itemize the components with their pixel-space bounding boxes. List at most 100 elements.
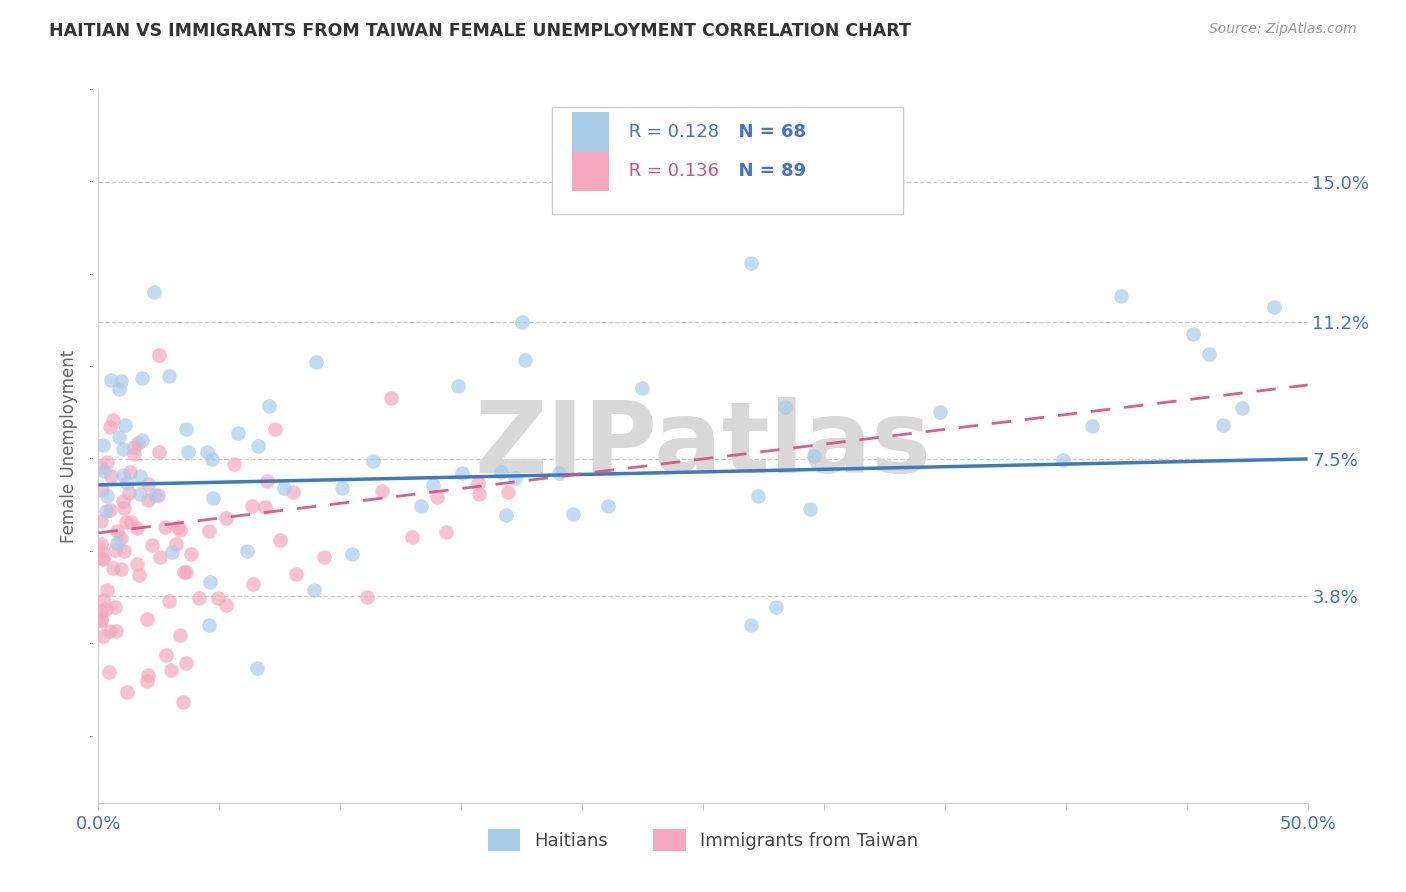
Point (93, 464, 115, 478)
Text: ZIPatlas: ZIPatlas (475, 398, 931, 494)
Point (104, 599, 127, 614)
Point (169, 523, 191, 537)
FancyBboxPatch shape (551, 107, 903, 214)
Point (409, 499, 432, 513)
Point (159, 594, 181, 608)
Point (111, 442, 134, 457)
Point (176, 656, 198, 670)
Point (370, 484, 392, 499)
Point (799, 502, 821, 516)
Point (94, 504, 117, 518)
Point (467, 475, 489, 490)
Point (803, 449, 825, 463)
Point (1109, 289, 1132, 303)
Point (263, 422, 285, 436)
Point (149, 549, 172, 564)
Point (257, 399, 280, 413)
Point (127, 436, 149, 450)
Point (114, 418, 136, 433)
Point (143, 488, 166, 502)
Point (90, 543, 112, 558)
Point (172, 695, 194, 709)
Point (118, 485, 141, 500)
Point (98, 624, 121, 639)
Point (146, 488, 169, 502)
Point (110, 375, 132, 389)
Point (174, 422, 197, 436)
Text: N = 89: N = 89 (725, 162, 806, 180)
Point (426, 490, 449, 504)
Point (330, 481, 353, 495)
Point (124, 440, 146, 454)
Point (380, 391, 402, 405)
Point (1052, 452, 1074, 467)
Point (284, 567, 307, 582)
Point (1081, 419, 1104, 434)
Point (135, 673, 157, 688)
Point (198, 618, 221, 632)
Point (160, 663, 183, 677)
Point (200, 452, 222, 467)
Point (361, 453, 384, 467)
Point (112, 500, 135, 515)
Point (451, 466, 474, 480)
Point (148, 445, 170, 459)
Point (1230, 401, 1253, 416)
Point (110, 562, 132, 576)
Text: N = 68: N = 68 (725, 123, 806, 141)
Point (103, 561, 125, 575)
Point (117, 475, 139, 490)
Point (187, 591, 209, 605)
Point (242, 577, 264, 591)
Point (747, 489, 769, 503)
Point (91, 551, 114, 566)
Y-axis label: Female Unemployment: Female Unemployment (60, 350, 79, 542)
Point (304, 355, 326, 369)
Point (110, 531, 132, 545)
Point (131, 433, 153, 447)
Point (105, 524, 128, 538)
Point (115, 516, 138, 530)
Point (195, 445, 218, 459)
Point (96, 489, 118, 503)
Point (117, 685, 139, 699)
Point (91, 483, 114, 497)
Point (104, 624, 127, 638)
Point (765, 599, 787, 614)
Point (246, 660, 269, 674)
Point (273, 481, 295, 495)
Point (124, 447, 146, 461)
Point (165, 536, 187, 550)
Point (1212, 418, 1234, 433)
Point (111, 468, 134, 483)
Point (198, 574, 221, 589)
Point (236, 544, 259, 558)
Point (177, 444, 200, 458)
Point (503, 471, 526, 485)
Point (256, 474, 278, 488)
Point (160, 545, 183, 559)
Point (496, 485, 519, 500)
Point (101, 413, 124, 427)
Point (155, 648, 177, 662)
Point (1198, 347, 1220, 361)
Point (254, 500, 277, 515)
Point (141, 538, 163, 552)
Point (447, 378, 470, 392)
Point (94, 601, 117, 615)
Point (127, 521, 149, 535)
Point (100, 469, 122, 483)
Point (468, 487, 491, 501)
Point (90, 514, 112, 528)
Point (125, 557, 148, 571)
Point (129, 486, 152, 500)
Point (108, 430, 131, 444)
Point (91, 551, 114, 566)
Point (120, 516, 142, 530)
Point (215, 598, 238, 612)
Point (105, 535, 128, 549)
Point (90, 612, 112, 626)
Point (226, 426, 249, 441)
Text: R = 0.136: R = 0.136 (623, 162, 720, 180)
Point (207, 591, 229, 605)
